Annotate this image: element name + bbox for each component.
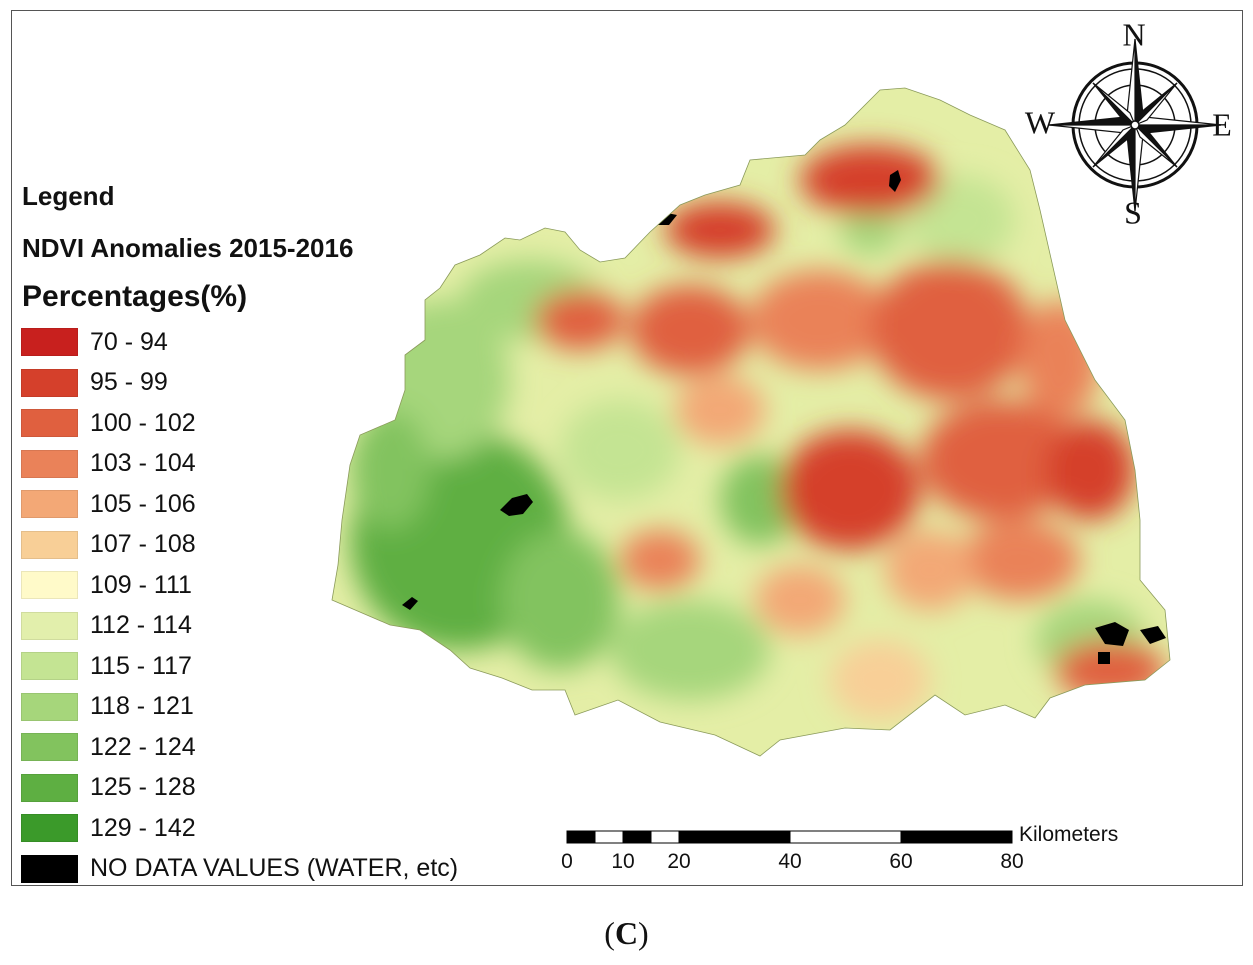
water-bodies: [402, 170, 1166, 664]
panel-label: (C): [0, 915, 1253, 952]
legend-subtitle: NDVI Anomalies 2015-2016: [22, 233, 354, 263]
scale-tick-label: 20: [667, 850, 691, 873]
legend-heading: Legend: [22, 181, 115, 211]
legend-swatch: [21, 611, 78, 640]
legend-label: 125 - 128: [90, 773, 196, 802]
scale-tick-label: 10: [611, 850, 635, 873]
legend-swatch: [21, 328, 78, 357]
legend-item: 129 - 142: [21, 808, 458, 849]
legend-swatch: [21, 449, 78, 478]
legend-swatch: [21, 814, 78, 843]
compass-rose-icon: [1048, 38, 1222, 212]
scale-tick-label: 80: [1000, 850, 1024, 873]
legend-item: 103 - 104: [21, 444, 458, 485]
compass-north-label: N: [1122, 16, 1146, 53]
legend-item: 122 - 124: [21, 727, 458, 768]
legend-label: 112 - 114: [90, 611, 192, 640]
legend-label: 95 - 99: [90, 368, 168, 397]
legend-label: 115 - 117: [90, 651, 192, 680]
scale-tick-label: 60: [889, 850, 913, 873]
scale-tick-label: 40: [778, 850, 802, 873]
compass-west-label: W: [1024, 104, 1056, 141]
legend-item: 107 - 108: [21, 525, 458, 566]
legend-label: 107 - 108: [90, 530, 196, 559]
legend-label: 129 - 142: [90, 813, 196, 842]
legend-list: 70 - 94 95 - 99 100 - 102 103 - 104 105 - 10…: [21, 322, 458, 889]
legend-item: 115 - 117: [21, 646, 458, 687]
legend-label: 100 - 102: [90, 408, 196, 437]
legend-label: 109 - 111: [90, 570, 192, 599]
legend-item: 95 - 99: [21, 363, 458, 404]
legend-swatch: [21, 652, 78, 681]
region-boundary: [331, 87, 1171, 757]
legend-label: 103 - 104: [90, 449, 196, 478]
legend-item: NO DATA VALUES (WATER, etc): [21, 849, 458, 890]
legend-item: 125 - 128: [21, 768, 458, 809]
legend-item: 112 - 114: [21, 606, 458, 647]
legend-item: 105 - 106: [21, 484, 458, 525]
legend-label: 70 - 94: [90, 327, 168, 356]
legend-swatch: [21, 773, 78, 802]
scale-bar-unit: Kilometers: [1019, 823, 1119, 846]
legend-swatch: [21, 733, 78, 762]
legend-item: 100 - 102: [21, 403, 458, 444]
legend-item: 118 - 121: [21, 687, 458, 728]
legend-swatch: [21, 854, 78, 883]
legend-label: 105 - 106: [90, 489, 196, 518]
compass-east-label: E: [1212, 106, 1232, 143]
legend-label: 122 - 124: [90, 732, 196, 761]
scale-tick-label: 0: [561, 850, 573, 873]
legend-swatch: [21, 409, 78, 438]
scale-bar: [566, 830, 1013, 844]
panel-label-letter: C: [614, 915, 639, 951]
legend-item: 109 - 111: [21, 565, 458, 606]
panel-label-close: ): [638, 915, 649, 951]
panel-label-open: (: [604, 915, 615, 951]
legend-label: NO DATA VALUES (WATER, etc): [90, 854, 459, 883]
legend-swatch: [21, 692, 78, 721]
legend-swatch: [21, 530, 78, 559]
legend-label: 118 - 121: [90, 692, 194, 721]
legend-swatch: [21, 571, 78, 600]
legend-swatch: [21, 368, 78, 397]
legend-item: 70 - 94: [21, 322, 458, 363]
compass-south-label: S: [1124, 194, 1142, 231]
legend-swatch: [21, 490, 78, 519]
legend-units: Percentages(%): [22, 280, 248, 313]
